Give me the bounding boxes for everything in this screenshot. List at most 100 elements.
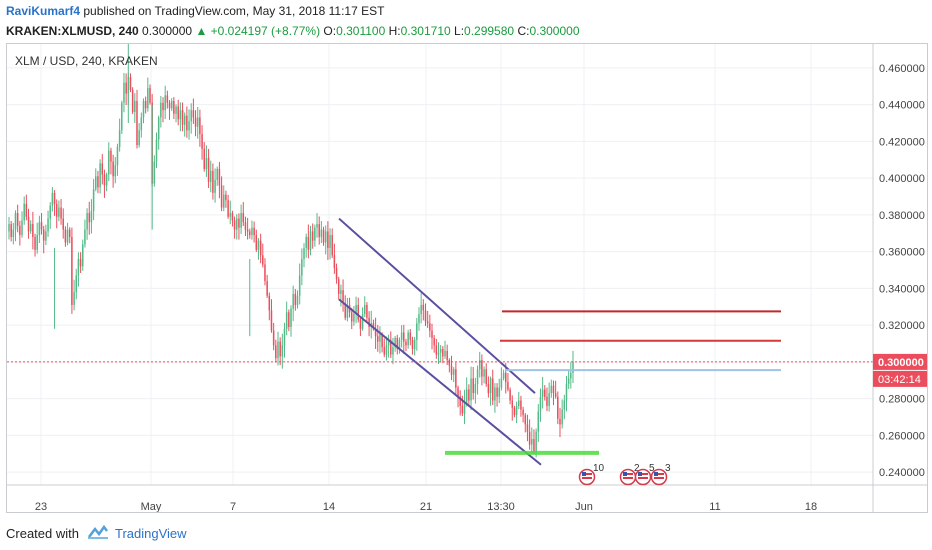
candle-body — [125, 82, 127, 94]
candle-body — [561, 409, 563, 425]
candle-body — [183, 115, 186, 125]
candle-body — [138, 130, 140, 146]
candle-body — [392, 347, 394, 355]
candle-body — [298, 275, 301, 296]
y-tick-label: 0.240000 — [879, 467, 925, 479]
candle-body — [192, 110, 195, 118]
drawings[interactable] — [7, 217, 873, 466]
countdown-label-text: 03:42:14 — [878, 374, 921, 386]
candle-body — [16, 213, 19, 226]
candle-body — [448, 360, 451, 366]
candle-body — [47, 218, 49, 232]
y-tick-label: 0.360000 — [879, 247, 925, 259]
last-price: 0.300000 — [142, 24, 193, 38]
candle-body — [199, 117, 201, 135]
y-tick-label: 0.340000 — [879, 283, 925, 295]
candle-body — [335, 268, 338, 280]
candle-body — [570, 372, 572, 379]
candle-body — [34, 236, 36, 250]
tradingview-brand[interactable]: TradingView — [114, 526, 187, 541]
open-value: 0.301100 — [336, 24, 386, 38]
chart-title: XLM / USD, 240, KRAKEN — [15, 54, 158, 68]
candle-body — [108, 150, 110, 175]
event-flag-badge[interactable]: 3 — [650, 463, 672, 486]
candle-body — [253, 227, 255, 236]
candle-body — [121, 102, 123, 131]
candle-body — [394, 338, 396, 348]
candle-body — [264, 264, 266, 282]
candle-body — [203, 148, 205, 169]
candle-body — [157, 117, 160, 140]
candle-body — [144, 100, 147, 109]
candle-body — [283, 328, 286, 346]
candle-body — [433, 338, 435, 346]
candle-body — [500, 378, 503, 388]
event-badges[interactable]: 10 2 5 3 — [578, 463, 672, 486]
candle-body — [134, 100, 136, 112]
close-label: C: — [517, 24, 530, 38]
candle-body — [38, 222, 41, 236]
time-axis[interactable]: 23 May 7 14 21 13:30 Jun 11 18 — [35, 501, 817, 513]
flag-stripe — [623, 477, 633, 479]
candle-body — [97, 176, 99, 188]
event-flag-badge[interactable]: 2 — [619, 463, 641, 486]
channel-lower-trendline — [338, 298, 542, 466]
candle-body — [463, 402, 466, 414]
chart-svg[interactable]: 0.460000 0.440000 0.420000 0.400000 0.380000… — [7, 42, 927, 513]
y-tick-label: 0.380000 — [879, 210, 925, 222]
candle-body — [12, 229, 15, 237]
candle-body — [103, 174, 106, 186]
candle-body — [75, 275, 78, 293]
candle-body — [359, 319, 362, 329]
candle-body — [155, 139, 158, 162]
candle-body — [366, 304, 368, 318]
publisher-line: RaviKumarf4 published on TradingView.com… — [6, 4, 384, 18]
candle-body — [266, 281, 268, 296]
candle-body — [8, 224, 10, 232]
candle-body — [294, 293, 297, 305]
candle-body — [320, 229, 323, 237]
candle-body — [411, 339, 414, 350]
flag-stripe — [654, 477, 664, 479]
x-tick-label: 23 — [35, 501, 47, 512]
candle-body — [196, 117, 199, 127]
author-link[interactable]: RaviKumarf4 — [6, 4, 81, 18]
candle-body — [209, 170, 212, 182]
candle-body — [377, 336, 379, 342]
chart-frame[interactable]: 0.460000 0.440000 0.420000 0.400000 0.380000… — [6, 42, 928, 513]
created-with-text: Created with — [6, 526, 79, 541]
candle-body — [461, 405, 464, 414]
candle-body — [372, 323, 375, 329]
candle-body — [281, 345, 284, 357]
price-axis[interactable]: 0.460000 0.440000 0.420000 0.400000 0.380000… — [873, 63, 927, 479]
candle-body — [60, 207, 62, 219]
symbol-info-line: KRAKEN:XLMUSD, 240 0.300000 ▲ +0.024197 … — [6, 24, 580, 38]
candle-body — [292, 293, 294, 309]
x-tick-label: 7 — [230, 501, 236, 512]
candle-body — [173, 100, 175, 114]
event-flag-badge[interactable]: 10 — [578, 463, 605, 486]
x-tick-label: 13:30 — [487, 501, 515, 512]
candle-body — [346, 304, 349, 318]
candle-body — [149, 88, 151, 103]
candle-body — [403, 332, 405, 342]
y-tick-label: 0.440000 — [879, 100, 925, 112]
candle-body — [216, 168, 219, 180]
candle-body — [129, 77, 132, 90]
candle-body — [539, 396, 542, 412]
candle-body — [166, 95, 169, 103]
low-label: L: — [454, 24, 465, 38]
candle-body — [565, 383, 568, 401]
candle-body — [474, 383, 477, 394]
candle-body — [36, 235, 38, 250]
candle-body — [390, 339, 392, 355]
candle-body — [79, 258, 82, 267]
candle-body — [229, 213, 232, 217]
candle-body — [511, 400, 514, 408]
candle-body — [51, 192, 54, 206]
candle-body — [236, 218, 238, 230]
candle-body — [214, 179, 216, 193]
event-flag-badge[interactable]: 5 — [634, 463, 656, 486]
candle-body — [188, 121, 190, 131]
candle-body — [368, 317, 370, 327]
